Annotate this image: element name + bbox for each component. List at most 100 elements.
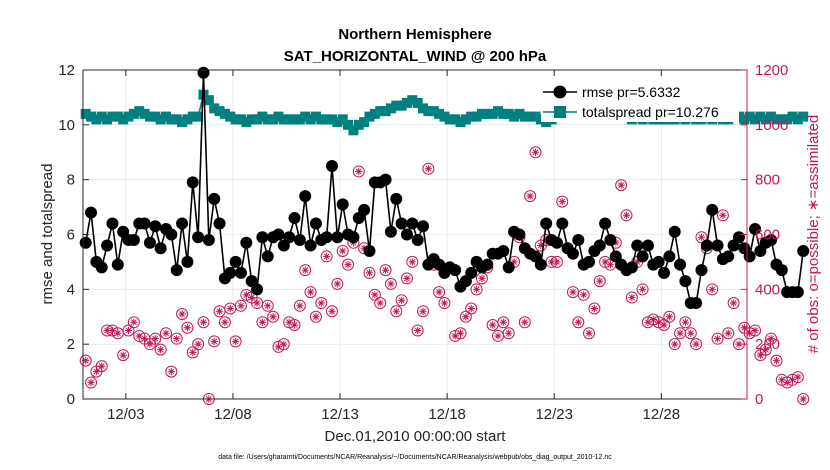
obs-point — [326, 305, 338, 318]
obs-point-star — [451, 332, 459, 340]
totalspread-point — [219, 108, 230, 119]
obs-point-star — [285, 318, 293, 326]
obs-point-circle — [556, 195, 569, 208]
obs-point-star — [472, 285, 481, 293]
obs-point-star — [521, 318, 529, 326]
obs-point-star — [290, 321, 299, 329]
obs-point — [572, 316, 585, 329]
obs-point-circle — [711, 332, 724, 345]
obs-point — [229, 335, 242, 348]
obs-point — [636, 283, 649, 296]
obs-point — [492, 329, 504, 342]
totalspread-point — [471, 111, 482, 122]
obs-point — [454, 327, 467, 340]
totalspread-point — [466, 111, 477, 122]
obs-point — [759, 343, 772, 356]
obs-point-circle — [288, 318, 301, 331]
rmse-point — [743, 250, 756, 263]
obs-point — [95, 360, 108, 373]
obs-point-circle — [208, 335, 221, 348]
totalspread-point — [375, 106, 386, 117]
obs-point — [417, 305, 430, 318]
obs-point — [470, 283, 483, 296]
obs-point-circle — [668, 338, 681, 351]
rmse-point — [625, 261, 638, 274]
totalspread-point — [493, 106, 503, 117]
obs-point-star — [746, 329, 754, 337]
obs-point-star — [537, 241, 545, 250]
totalspread-point — [744, 111, 755, 122]
obs-point-star — [130, 318, 138, 326]
axis-ticks: 12/03 12/08 12/13 12/18 12/23 12/280246810120… — [58, 62, 788, 423]
rmse-point — [791, 286, 804, 299]
rmse-point — [797, 244, 810, 257]
totalspread-point — [755, 111, 766, 122]
rmse-point — [251, 283, 264, 296]
rmse-point — [690, 297, 703, 310]
obs-point-star — [601, 258, 609, 266]
obs-point-star — [478, 274, 486, 282]
obs-point — [593, 275, 606, 288]
obs-point-star — [151, 335, 159, 343]
totalspread-point — [385, 103, 396, 114]
obs-point-circle — [417, 305, 430, 318]
y-tick-label: 2 — [67, 336, 75, 353]
obs-point-star — [253, 299, 261, 307]
obs-point — [85, 376, 98, 389]
obs-point-star — [612, 239, 620, 247]
obs-point-star — [644, 318, 652, 326]
obs-point-circle — [374, 297, 387, 310]
x-tick-label: 12/23 — [535, 406, 573, 423]
obs-point-circle — [572, 316, 585, 329]
obs-point — [309, 310, 322, 323]
rmse-point — [336, 198, 349, 211]
totalspread-point — [171, 114, 182, 125]
obs-point — [577, 288, 590, 301]
totalspread-point — [535, 114, 546, 125]
obs-point-circle — [749, 324, 762, 337]
rmse-point — [224, 266, 237, 279]
obs-point-circle — [293, 299, 306, 312]
totalspread-point — [498, 108, 509, 119]
totalspread-point — [337, 114, 348, 125]
obs-point-star — [665, 313, 673, 321]
obs-point-circle — [95, 360, 108, 373]
totalspread-point — [353, 119, 364, 130]
x-tick-label: 12/03 — [107, 406, 145, 423]
obs-point — [722, 327, 735, 340]
rmse-point — [534, 258, 547, 271]
obs-point-circle — [791, 371, 804, 384]
rmse-point — [197, 66, 210, 79]
obs-point — [588, 302, 601, 315]
totalspread-point — [348, 125, 359, 136]
obs-point-star — [724, 329, 732, 337]
rmse-point — [111, 258, 124, 271]
rmse-point — [604, 233, 617, 246]
obs-point-star — [671, 340, 679, 348]
obs-point — [363, 266, 376, 279]
rmse-point — [513, 228, 526, 241]
obs-point-star — [221, 318, 229, 326]
totalspread-point — [262, 114, 273, 125]
obs-point-star — [215, 307, 224, 315]
x-tick-label: 12/18 — [428, 406, 466, 423]
obs-point-circle — [122, 324, 135, 337]
obs-point-star — [194, 340, 202, 348]
totalspread-point — [209, 103, 220, 114]
rmse-point — [679, 275, 692, 288]
obs-point — [684, 327, 697, 340]
obs-point-circle — [658, 318, 670, 331]
totalspread-point — [177, 117, 188, 128]
obs-point-star — [140, 335, 149, 343]
obs-point — [422, 162, 435, 175]
legend: rmse pr=5.6332 totalspread pr=10.276 — [541, 79, 739, 122]
obs-point-star — [606, 261, 615, 269]
obs-point-circle — [765, 332, 778, 345]
obs-point — [395, 294, 408, 307]
obs-point — [218, 316, 231, 329]
totalspread-point — [514, 108, 525, 119]
totalspread-point — [541, 117, 552, 128]
obs-point-star — [799, 395, 807, 403]
rmse-point — [186, 176, 199, 189]
obs-point — [261, 299, 274, 312]
